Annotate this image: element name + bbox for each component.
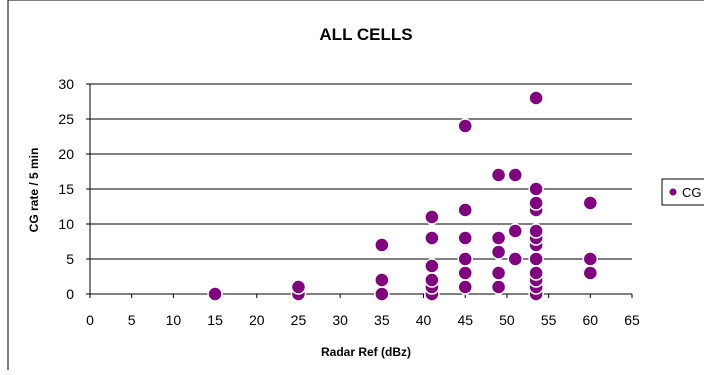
- y-tick-label: 25: [58, 111, 74, 127]
- legend-marker: [668, 187, 678, 197]
- data-point: [457, 251, 473, 267]
- data-point: [374, 237, 390, 253]
- data-point: [457, 230, 473, 246]
- chart-title: ALL CELLS: [319, 25, 412, 44]
- x-tick-label: 40: [416, 312, 432, 328]
- data-point: [528, 251, 544, 267]
- data-point: [490, 230, 507, 246]
- y-tick-label: 20: [58, 146, 74, 162]
- data-point: [457, 265, 473, 281]
- data-point: [582, 195, 599, 211]
- x-tick-label: 50: [499, 312, 515, 328]
- x-tick-label: 45: [457, 312, 473, 328]
- tick-labels: 0 5 10 15 20 25 30 0 5 10 15 20 25 30 35 40 45 50 55 60 65: [58, 76, 640, 328]
- data-point: [528, 223, 544, 239]
- x-tick-label: 25: [291, 312, 307, 328]
- data-point: [490, 265, 507, 281]
- legend-label: CG: [682, 185, 702, 200]
- x-tick-label: 0: [86, 312, 94, 328]
- y-tick-label: 5: [66, 251, 74, 267]
- x-tick-label: 65: [624, 312, 640, 328]
- data-point: [424, 230, 440, 246]
- gridlines: [90, 83, 632, 260]
- data-point: [290, 279, 307, 295]
- data-points: [207, 90, 599, 302]
- y-axis-title: CG rate / 5 min: [27, 148, 41, 233]
- data-point: [207, 286, 223, 302]
- data-point: [490, 167, 507, 183]
- data-point: [507, 251, 524, 267]
- x-tick-label: 5: [128, 312, 136, 328]
- x-tick-label: 55: [541, 312, 557, 328]
- y-tick-label: 0: [66, 286, 74, 302]
- data-point: [374, 286, 390, 302]
- data-point: [424, 258, 440, 274]
- data-point: [582, 251, 599, 267]
- y-tick-label: 10: [58, 216, 74, 232]
- data-point: [582, 265, 599, 281]
- data-point: [424, 209, 440, 225]
- legend: CG: [661, 178, 704, 206]
- data-point: [424, 272, 440, 288]
- data-point: [528, 265, 544, 281]
- x-tick-label: 10: [166, 312, 182, 328]
- x-axis-title: Radar Ref (dBz): [321, 345, 411, 359]
- data-point: [507, 167, 524, 183]
- data-point: [457, 202, 473, 218]
- x-tick-label: 20: [249, 312, 265, 328]
- data-point: [374, 272, 390, 288]
- axes: [86, 83, 633, 298]
- data-point: [457, 118, 473, 134]
- data-point: [528, 195, 544, 211]
- x-tick-label: 60: [583, 312, 599, 328]
- data-point: [528, 181, 544, 197]
- x-tick-label: 35: [374, 312, 390, 328]
- data-point: [490, 244, 507, 260]
- x-tick-label: 30: [332, 312, 348, 328]
- data-point: [490, 279, 507, 295]
- x-tick-label: 15: [207, 312, 223, 328]
- y-tick-label: 15: [58, 181, 74, 197]
- data-point: [457, 279, 473, 295]
- data-point: [528, 90, 544, 106]
- data-point: [507, 223, 524, 239]
- y-tick-label: 30: [58, 76, 74, 92]
